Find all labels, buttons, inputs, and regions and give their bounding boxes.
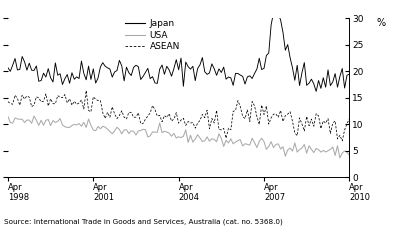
Legend: Japan, USA, ASEAN: Japan, USA, ASEAN [125,20,180,51]
Text: Source: International Trade in Goods and Services, Australia (cat. no. 5368.0): Source: International Trade in Goods and… [4,218,283,225]
Text: %: % [377,18,386,28]
